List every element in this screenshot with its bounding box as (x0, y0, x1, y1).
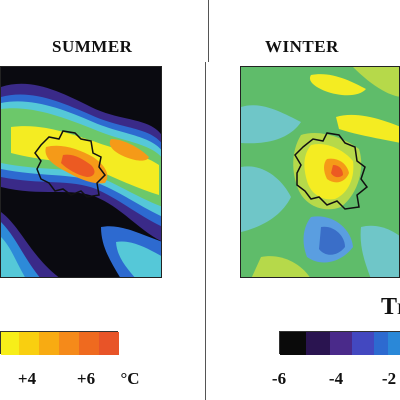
winter-colorbar-cell (280, 332, 306, 355)
summer-colorbar-cell (19, 332, 39, 355)
summer-colorbar-cell (39, 332, 59, 355)
temperature-symbol: TI (381, 294, 400, 321)
summer-colorbar-cell (1, 332, 19, 355)
winter-colorbar-cell (374, 332, 388, 355)
winter-heat-map (240, 66, 400, 278)
winter-title: WINTER (265, 37, 339, 56)
winter-colorbar-cell (388, 332, 400, 355)
winter-tick-label: -4 (328, 369, 344, 388)
summer-title: SUMMER (52, 37, 133, 56)
winter-tick-label: -2 (381, 369, 397, 388)
summer-unit-label: °C (120, 369, 140, 388)
summer-colorbar-cell (59, 332, 79, 355)
summer-heat-map (0, 66, 162, 278)
temperature-symbol-subscript: I (397, 301, 400, 318)
summer-colorbar-cell (99, 332, 119, 355)
summer-tick-label: +6 (76, 369, 96, 388)
winter-colorbar-cell (306, 332, 330, 355)
temperature-symbol-letter: T (381, 294, 398, 320)
panel-divider (205, 62, 206, 400)
winter-tick-label: -6 (271, 369, 287, 388)
panel-divider-top (208, 0, 209, 62)
winter-colorbar-cell (330, 332, 352, 355)
summer-colorbar-cell (79, 332, 99, 355)
summer-colorbar (0, 331, 119, 355)
winter-colorbar (279, 331, 400, 355)
winter-colorbar-cell (352, 332, 374, 355)
summer-tick-label: +4 (17, 369, 37, 388)
